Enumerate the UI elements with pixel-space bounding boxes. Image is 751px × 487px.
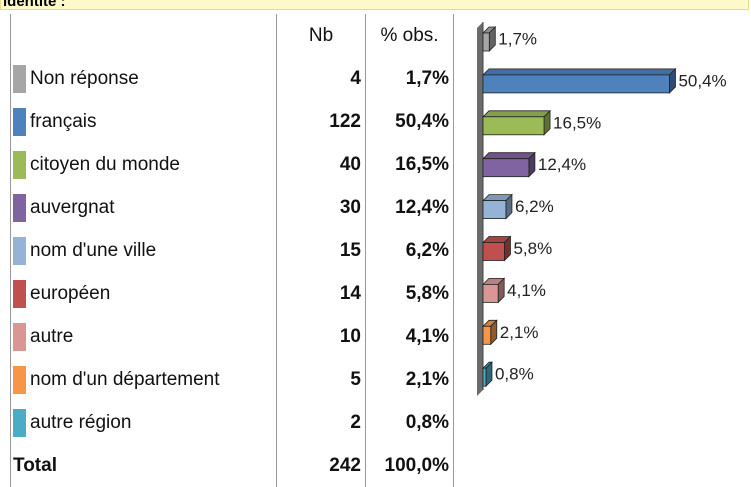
value-label: 4,1%: [507, 281, 546, 300]
header-row: Nb % obs.: [10, 14, 454, 57]
row-label-cell: autre: [10, 315, 277, 358]
total-pct: 100,0%: [365, 444, 454, 487]
bar: [482, 200, 507, 220]
table-row: autre région 2 0,8%: [10, 401, 454, 444]
total-label: Total: [10, 444, 277, 487]
nb-cell: 5: [276, 358, 366, 401]
value-label: 50,4%: [678, 71, 726, 90]
row-label: autre: [30, 325, 74, 347]
pct-cell: 0,8%: [365, 401, 454, 444]
bar-top: [482, 68, 677, 76]
axis-wall: [477, 22, 483, 396]
table-row: nom d'une ville 15 6,2%: [10, 229, 454, 272]
row-label-cell: Non réponse: [10, 57, 277, 100]
row-label: nom d'une ville: [30, 239, 157, 261]
pct-cell: 6,2%: [365, 229, 454, 272]
nb-cell: 10: [276, 315, 366, 358]
bar: [482, 74, 670, 94]
pct-cell: 16,5%: [365, 143, 454, 186]
pct-cell: 4,1%: [365, 315, 454, 358]
table-row: citoyen du monde 40 16,5%: [10, 143, 454, 186]
color-swatch: [13, 64, 26, 93]
color-swatch: [13, 107, 26, 136]
nb-cell: 15: [276, 229, 366, 272]
table-row: autre 10 4,1%: [10, 315, 454, 358]
color-swatch: [13, 150, 26, 179]
total-row: Total 242 100,0%: [10, 444, 454, 487]
row-label: nom d'un département: [30, 368, 220, 390]
row-label-cell: nom d'un département: [10, 358, 277, 401]
row-label-cell: auvergnat: [10, 186, 277, 229]
header-cell: [10, 14, 277, 57]
pct-cell: 5,8%: [365, 272, 454, 315]
color-swatch: [13, 365, 26, 394]
color-swatch: [13, 236, 26, 265]
chart: 1,7% 50,4% 16,5% 12,4% 6,2% 5,8% 4,1% 2,1% 0,8%: [477, 22, 727, 396]
header-cell: Nb: [276, 14, 366, 57]
row-label-cell: autre région: [10, 401, 277, 444]
color-swatch: [13, 322, 26, 351]
color-swatch: [13, 408, 26, 437]
nb-cell: 2: [276, 401, 366, 444]
table-row: Non réponse 4 1,7%: [10, 57, 454, 100]
bar: [482, 242, 505, 261]
row-label: Non réponse: [30, 67, 139, 89]
row-label-cell: français: [10, 100, 277, 143]
row-label: citoyen du monde: [30, 153, 180, 175]
value-label: 2,1%: [500, 323, 539, 342]
header-cell: % obs.: [365, 14, 454, 57]
nb-cell: 122: [276, 100, 366, 143]
table-body: Non réponse 4 1,7% français 122 50,4% citoyen …: [10, 57, 454, 444]
row-label: autre région: [30, 411, 132, 433]
pct-cell: 2,1%: [365, 358, 454, 401]
table-row: français 122 50,4%: [10, 100, 454, 143]
color-swatch: [13, 279, 26, 308]
bar: [482, 367, 487, 387]
pct-cell: 1,7%: [365, 57, 454, 100]
nb-cell: 14: [276, 272, 366, 315]
value-label: 5,8%: [513, 239, 552, 258]
table-row: européen 14 5,8%: [10, 272, 454, 315]
row-label: français: [30, 110, 97, 132]
table-row: nom d'un département 5 2,1%: [10, 358, 454, 401]
pct-cell: 12,4%: [365, 186, 454, 229]
total-nb: 242: [276, 444, 366, 487]
row-label-cell: citoyen du monde: [10, 143, 277, 186]
value-label: 0,8%: [495, 365, 534, 384]
table-row: auvergnat 30 12,4%: [10, 186, 454, 229]
nb-cell: 30: [276, 186, 366, 229]
nb-cell: 4: [276, 57, 366, 100]
row-label: européen: [30, 282, 111, 304]
color-swatch: [13, 193, 26, 222]
value-label: 6,2%: [515, 197, 554, 216]
bar-top: [482, 110, 552, 118]
value-label: 16,5%: [553, 113, 601, 132]
row-label-cell: nom d'une ville: [10, 229, 277, 272]
bar: [482, 325, 492, 345]
pct-cell: 50,4%: [365, 100, 454, 143]
value-label: 12,4%: [538, 155, 586, 174]
row-label-cell: européen: [10, 272, 277, 315]
nb-cell: 40: [276, 143, 366, 186]
bar-top: [482, 152, 536, 160]
results-table: Nb % obs. Non réponse 4 1,7% français 122 50,…: [10, 14, 454, 487]
section-title: identité :: [0, 0, 749, 10]
row-label: auvergnat: [30, 196, 115, 218]
value-label: 1,7%: [498, 29, 537, 48]
bar: [482, 283, 499, 303]
bar: [482, 158, 530, 178]
bar: [482, 116, 545, 136]
bar: [482, 32, 490, 52]
